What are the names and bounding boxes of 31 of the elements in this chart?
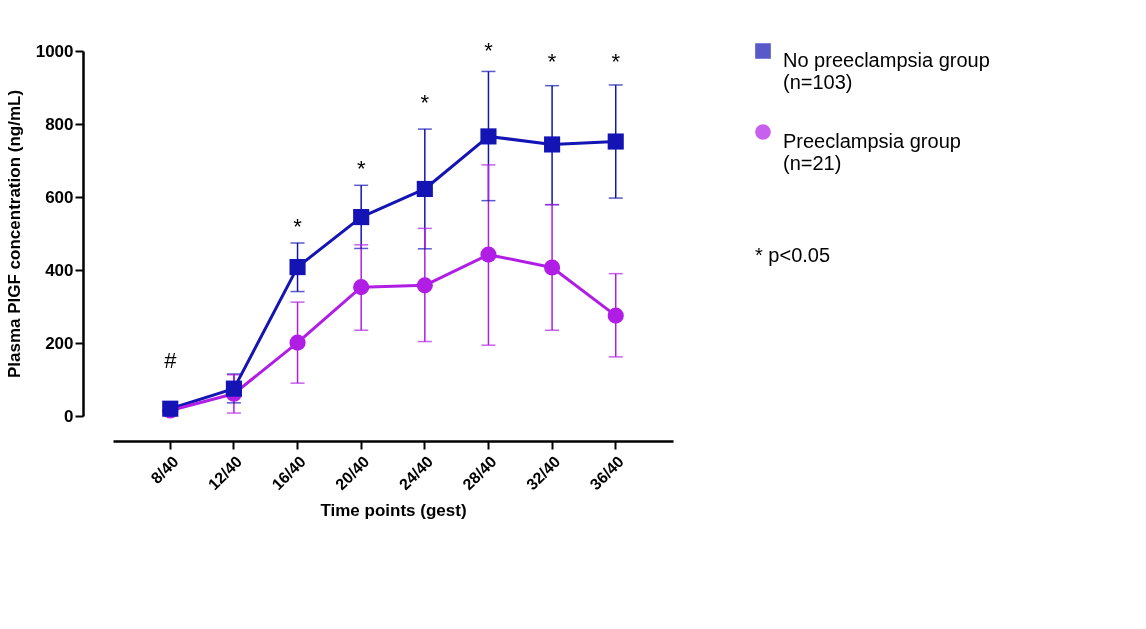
annotation: * [420,90,430,115]
x-axis-title: Time points (gest) [320,501,467,521]
point [480,128,497,145]
point [544,259,561,276]
annotation: * [611,49,621,74]
y-tick-label: 400 [45,260,74,280]
point [416,180,433,198]
point [480,246,497,263]
point [353,279,370,296]
annotation: * [293,214,303,239]
y-tick-label: 800 [45,114,74,134]
y-tick-label: 1000 [35,41,74,61]
annotation: # [164,348,178,373]
legend-label: No preeclampsia group (n=103) [783,49,990,93]
point [289,334,306,351]
y-tick-label: 200 [45,333,74,353]
point [544,136,561,153]
text: * p<0.05 [755,244,831,266]
point [225,380,242,397]
point [607,307,624,324]
annotation: * [356,156,366,181]
y-axis-title: Plasma PlGF concentration (ng/mL) [4,89,24,379]
point [289,259,306,276]
y-tick-label: 600 [45,187,74,207]
point [416,277,433,294]
y-tick-label: 0 [64,406,74,426]
legend-label: Preeclampsia group (n=21) [783,130,961,174]
annotation: * [547,49,557,74]
point [353,209,370,226]
point [607,133,624,150]
annotation: * [484,38,494,63]
